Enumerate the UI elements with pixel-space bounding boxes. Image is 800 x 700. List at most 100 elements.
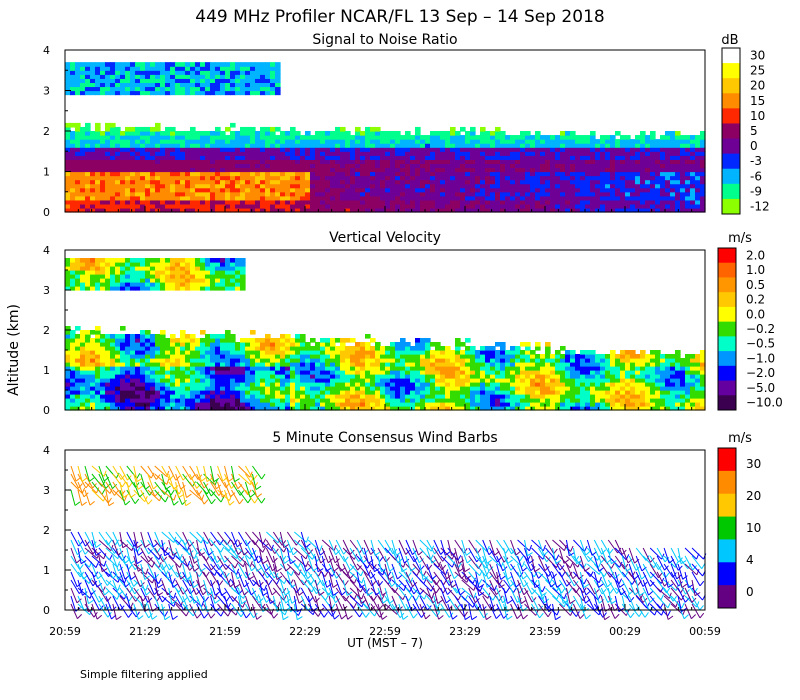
vv-cell (185, 382, 191, 387)
snr-cell (240, 163, 246, 169)
vv-cell (100, 358, 106, 363)
vv-cell (175, 382, 181, 387)
vv-cell (280, 338, 286, 343)
vv-cell (210, 266, 216, 271)
vv-cell (450, 362, 456, 367)
snr-cell (545, 199, 551, 205)
snr-cell (125, 90, 131, 96)
snr-cell (85, 175, 91, 181)
snr-cell (165, 78, 171, 83)
vv-cell (120, 382, 126, 387)
snr-cell (530, 199, 536, 205)
snr-cell (335, 171, 341, 177)
snr-cell (335, 183, 341, 189)
snr-cell (340, 147, 346, 152)
snr-cell (565, 159, 571, 164)
vv-cell (495, 350, 501, 355)
vv-cell (100, 406, 106, 411)
snr-cell (95, 163, 101, 169)
vv-cell (290, 346, 296, 351)
snr-cell (530, 183, 536, 189)
snr-cell (625, 155, 631, 160)
snr-cell (150, 167, 156, 173)
snr-cell (155, 143, 161, 148)
vv-cell (130, 286, 136, 291)
snr-cell (595, 151, 601, 156)
snr-cell (225, 139, 231, 144)
vv-cell (165, 258, 171, 263)
vv-cell (415, 382, 421, 387)
vv-cell (325, 390, 331, 395)
snr-cell (540, 171, 546, 177)
vv-cell (75, 394, 81, 399)
vv-cell (170, 338, 176, 343)
vv-cell (465, 382, 471, 387)
snr-cell (75, 131, 81, 136)
snr-cell (130, 139, 136, 144)
vv-cell (380, 362, 386, 367)
snr-cell (255, 159, 261, 164)
vv-cell (265, 346, 271, 351)
snr-cell (400, 159, 406, 164)
vv-cell (185, 406, 191, 411)
snr-cell (510, 175, 516, 181)
snr-cell (330, 187, 336, 193)
snr-cell (685, 203, 691, 209)
snr-cell (205, 151, 211, 156)
snr-cell (115, 90, 121, 96)
snr-cell (340, 171, 346, 177)
snr-cell (110, 90, 116, 96)
snr-cell (595, 147, 601, 152)
snr-cell (310, 191, 316, 197)
snr-cell (90, 70, 96, 75)
vv-cell (460, 402, 466, 407)
vv-cell (325, 346, 331, 351)
snr-cell (240, 139, 246, 144)
vv-cell (70, 390, 76, 395)
snr-cell (625, 139, 631, 144)
snr-cell (115, 203, 121, 209)
vv-cell (165, 398, 171, 403)
snr-cell (405, 195, 411, 201)
vv-cell (260, 358, 266, 363)
snr-cell (610, 159, 616, 164)
vv-cell (290, 374, 296, 379)
vv-cell (195, 262, 201, 267)
snr-cell (215, 147, 221, 152)
snr-cell (235, 191, 241, 197)
snr-cell (660, 135, 666, 140)
snr-cell (325, 143, 331, 148)
vv-cell (295, 382, 301, 387)
snr-cell (95, 143, 101, 148)
vv-cell (75, 342, 81, 347)
snr-cell (255, 139, 261, 144)
vv-cell (100, 362, 106, 367)
snr-cell (375, 179, 381, 185)
snr-cell (685, 191, 691, 197)
vv-cell (85, 262, 91, 267)
snr-cell (505, 155, 511, 160)
vv-cell (370, 402, 376, 407)
snr-cell (315, 147, 321, 152)
snr-cell (170, 183, 176, 189)
vv-cell (110, 342, 116, 347)
snr-cell (135, 187, 141, 193)
snr-cell (290, 147, 296, 152)
vv-cell (515, 354, 521, 359)
vv-cell (435, 354, 441, 359)
snr-cell (620, 143, 626, 148)
snr-cell (695, 139, 701, 144)
snr-cell (490, 151, 496, 156)
vv-cell (230, 374, 236, 379)
snr-cell (395, 159, 401, 164)
snr-cell (90, 191, 96, 197)
snr-cell (200, 82, 206, 88)
snr-cell (615, 207, 621, 213)
snr-cell (255, 171, 261, 177)
snr-cell (620, 195, 626, 201)
snr-cell (240, 131, 246, 136)
snr-cell (425, 151, 431, 156)
snr-cell (285, 187, 291, 193)
vv-cell (75, 350, 81, 355)
snr-cell (535, 183, 541, 189)
